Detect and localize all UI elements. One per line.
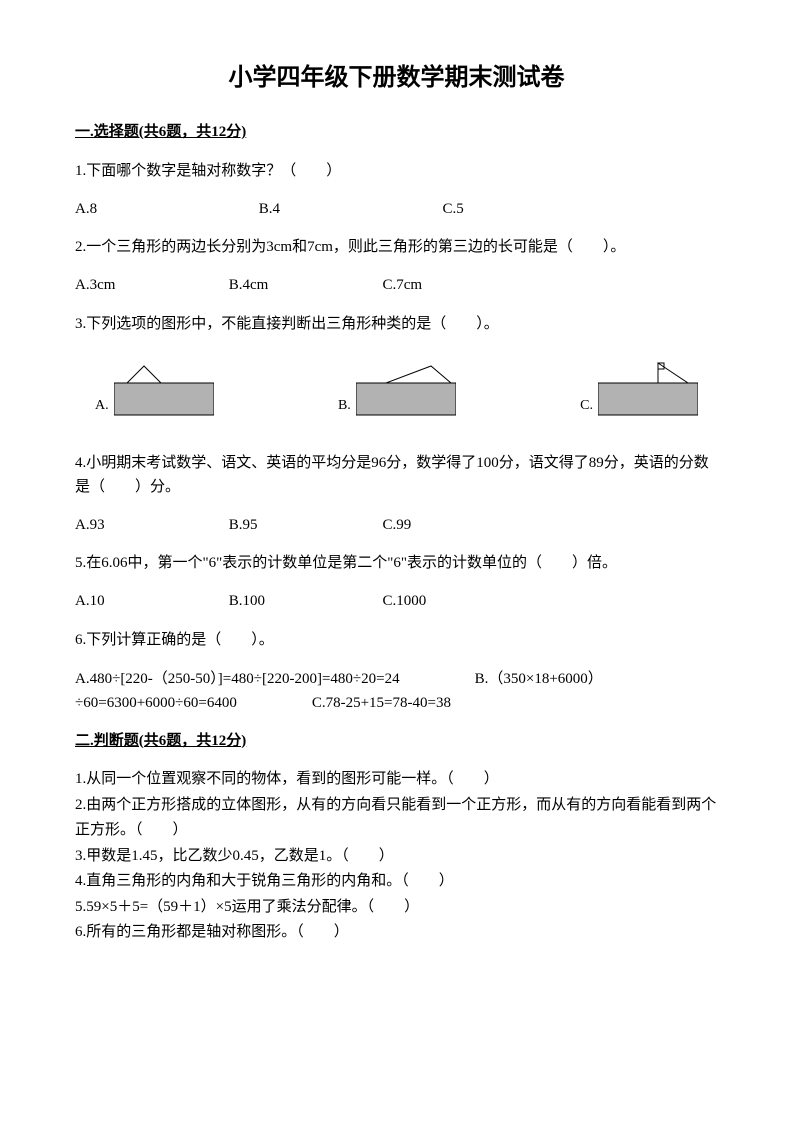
q3-figure-c: C.	[580, 361, 698, 416]
q2-text: 2.一个三角形的两边长分别为3cm和7cm，则此三角形的第三边的长可能是（ ）。	[75, 235, 718, 259]
q3-label-c: C.	[580, 395, 593, 416]
q5-option-c: C.1000	[383, 590, 427, 613]
q3-figures: A. B. C.	[75, 351, 718, 441]
triangle-hidden-b-icon	[356, 361, 456, 416]
judge-q1: 1.从同一个位置观察不同的物体，看到的图形可能一样。（ ）	[75, 767, 718, 793]
q1-option-b: B.4	[259, 198, 439, 221]
q5-text: 5.在6.06中，第一个"6"表示的计数单位是第二个"6"表示的计数单位的（ ）…	[75, 551, 718, 575]
q3-figure-a: A.	[95, 361, 214, 416]
q4-options: A.93 B.95 C.99	[75, 514, 718, 537]
q5-options: A.10 B.100 C.1000	[75, 590, 718, 613]
q4-text: 4.小明期末考试数学、语文、英语的平均分是96分，数学得了100分，语文得了89…	[75, 451, 718, 499]
judge-q2: 2.由两个正方形搭成的立体图形，从有的方向看只能看到一个正方形，而从有的方向看能…	[75, 793, 718, 844]
q4-option-c: C.99	[383, 514, 412, 537]
section1-header: 一.选择题(共6题，共12分)	[75, 121, 718, 144]
q2-option-b: B.4cm	[229, 274, 379, 297]
judge-q5: 5.59×5＋5=（59＋1）×5运用了乘法分配律。（ ）	[75, 895, 718, 921]
judge-q4: 4.直角三角形的内角和大于锐角三角形的内角和。（ ）	[75, 869, 718, 895]
q4-option-b: B.95	[229, 514, 379, 537]
q3-label-a: A.	[95, 395, 109, 416]
q2-option-c: C.7cm	[383, 274, 423, 297]
q1-option-c: C.5	[443, 198, 464, 221]
section2-header: 二.判断题(共6题，共12分)	[75, 730, 718, 753]
q6-text: 6.下列计算正确的是（ ）。	[75, 628, 718, 652]
judge-q3: 3.甲数是1.45，比乙数少0.45，乙数是1。（ ）	[75, 844, 718, 870]
q6-options: A.480÷[220-（250-50）]=480÷[220-200]=480÷2…	[75, 667, 718, 715]
q4-option-a: A.93	[75, 514, 225, 537]
q1-options: A.8 B.4 C.5	[75, 198, 718, 221]
q3-text: 3.下列选项的图形中，不能直接判断出三角形种类的是（ ）。	[75, 312, 718, 336]
q5-option-a: A.10	[75, 590, 225, 613]
q5-option-b: B.100	[229, 590, 379, 613]
triangle-hidden-a-icon	[114, 361, 214, 416]
q2-options: A.3cm B.4cm C.7cm	[75, 274, 718, 297]
q1-option-a: A.8	[75, 198, 255, 221]
q1-text: 1.下面哪个数字是轴对称数字？（ ）	[75, 159, 718, 183]
q3-label-b: B.	[338, 395, 351, 416]
triangle-hidden-c-icon	[598, 361, 698, 416]
q3-figure-b: B.	[338, 361, 456, 416]
page-title: 小学四年级下册数学期末测试卷	[75, 60, 718, 96]
q2-option-a: A.3cm	[75, 274, 225, 297]
judge-q6: 6.所有的三角形都是轴对称图形。（ ）	[75, 920, 718, 946]
